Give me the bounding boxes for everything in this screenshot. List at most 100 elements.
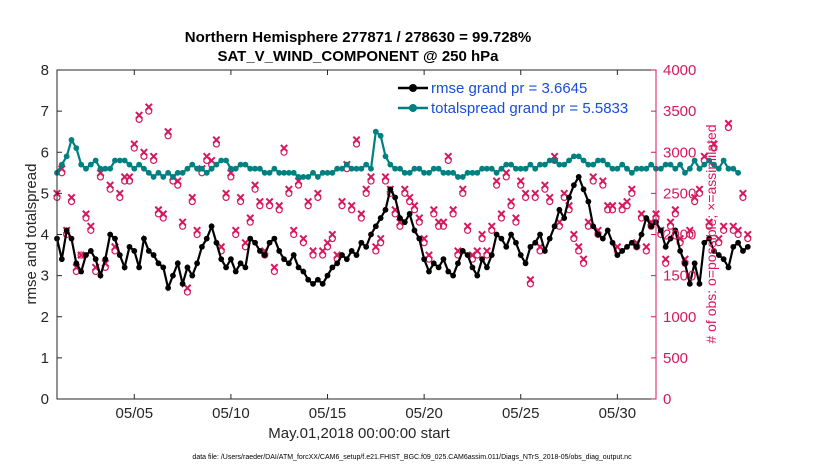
spread-point	[324, 169, 331, 176]
rmse-point	[281, 256, 287, 263]
obs-assimilated-marker	[96, 168, 105, 177]
spread-point	[416, 165, 423, 172]
spread-point	[213, 161, 220, 168]
rmse-point	[58, 256, 65, 263]
spread-point	[353, 165, 360, 172]
y2-axis-label: # of obs: o=possible; ×=assimilated	[703, 124, 719, 343]
spread-point	[725, 165, 732, 172]
obs-assimilated-marker	[405, 193, 414, 202]
spread-point	[546, 157, 553, 164]
rmse-point	[194, 260, 200, 267]
y-axis-label: rmse and totalspread	[23, 164, 40, 305]
spread-point	[551, 157, 558, 164]
obs-assimilated-marker	[135, 111, 144, 120]
obs-assimilated-marker	[671, 205, 680, 214]
spread-point	[184, 165, 191, 172]
spread-point	[711, 161, 717, 168]
obs-assimilated-marker	[362, 185, 371, 194]
spread-point	[343, 161, 350, 168]
y2-tick-label: 1500	[663, 268, 696, 285]
spread-point	[430, 165, 437, 172]
rmse-point	[686, 280, 693, 287]
spread-point	[363, 161, 370, 168]
obs-assimilated-marker	[338, 197, 346, 206]
spread-point	[319, 169, 326, 176]
plot-background	[57, 70, 656, 399]
obs-assimilated-marker	[497, 210, 506, 218]
rmse-point	[78, 268, 85, 275]
obs-assimilated-marker	[569, 230, 578, 239]
rmse-point	[165, 285, 172, 291]
x-tick-label: 05/15	[309, 405, 347, 422]
spread-point	[488, 165, 495, 172]
y-tick-label: 1	[41, 350, 49, 367]
obs-assimilated-marker	[371, 242, 380, 251]
obs-assimilated-marker	[140, 148, 148, 157]
rmse-point	[155, 260, 162, 267]
spread-point	[150, 174, 157, 180]
spread-point	[78, 161, 85, 168]
spread-point	[609, 165, 616, 172]
obs-assimilated-marker	[188, 193, 197, 202]
spread-point	[203, 169, 210, 176]
rmse-point	[329, 264, 336, 271]
spread-point	[638, 165, 645, 172]
rmse-point	[285, 260, 292, 267]
x-tick-label: 05/25	[502, 405, 540, 422]
rmse-point	[223, 264, 229, 271]
rmse-point	[522, 260, 529, 267]
rmse-point	[628, 239, 635, 246]
rmse-point	[643, 215, 650, 221]
obs-assimilated-marker	[270, 263, 279, 272]
spread-point	[401, 169, 408, 176]
rmse-point	[426, 268, 432, 275]
rmse-point	[541, 248, 548, 254]
rmse-point	[411, 227, 418, 234]
spread-point	[406, 169, 413, 176]
rmse-point	[121, 264, 128, 271]
rmse-point	[392, 194, 399, 201]
spread-point	[160, 174, 167, 180]
legend-spread-marker	[409, 104, 417, 112]
obs-assimilated-marker	[598, 177, 607, 185]
spread-point	[619, 161, 626, 168]
spread-point	[469, 169, 476, 176]
spread-point	[575, 153, 582, 160]
rmse-point	[145, 248, 152, 254]
rmse-point	[131, 248, 138, 254]
obs-assimilated-marker	[241, 238, 250, 247]
obs-assimilated-marker	[352, 136, 361, 144]
spread-point	[329, 169, 336, 176]
obs-assimilated-marker	[507, 197, 515, 206]
obs-assimilated-marker	[309, 247, 317, 255]
obs-assimilated-marker	[690, 193, 699, 202]
spread-point	[271, 165, 278, 172]
spread-point	[648, 161, 655, 168]
spread-point	[174, 169, 181, 176]
rmse-point	[73, 260, 80, 267]
obs-assimilated-marker	[255, 197, 264, 206]
rmse-point	[503, 243, 510, 250]
rmse-point	[657, 227, 664, 234]
rmse-point	[334, 260, 341, 267]
obs-assimilated-marker	[425, 251, 433, 259]
obs-assimilated-marker	[608, 201, 617, 210]
obs-assimilated-marker	[458, 185, 467, 194]
rmse-point	[711, 248, 717, 254]
data-file-footnote: data file: /Users/raeder/DAI/ATM_forcXX/…	[192, 454, 632, 461]
spread-point	[474, 169, 481, 176]
spread-point	[218, 157, 225, 164]
spread-point	[256, 165, 263, 172]
spread-point	[87, 161, 94, 168]
legend-rmse-marker	[409, 84, 417, 92]
y2-tick-label: 0	[663, 391, 671, 408]
rmse-point	[397, 215, 403, 221]
x-axis: 05/05 05/10 05/15 05/20 05/25 05/30	[116, 70, 636, 422]
rmse-point	[377, 215, 384, 221]
obs-assimilated-marker	[86, 222, 95, 231]
obs-assimilated-marker	[512, 214, 520, 222]
spread-point	[479, 165, 485, 172]
obs-assimilated-marker	[710, 140, 718, 148]
obs-assimilated-marker	[265, 197, 274, 206]
